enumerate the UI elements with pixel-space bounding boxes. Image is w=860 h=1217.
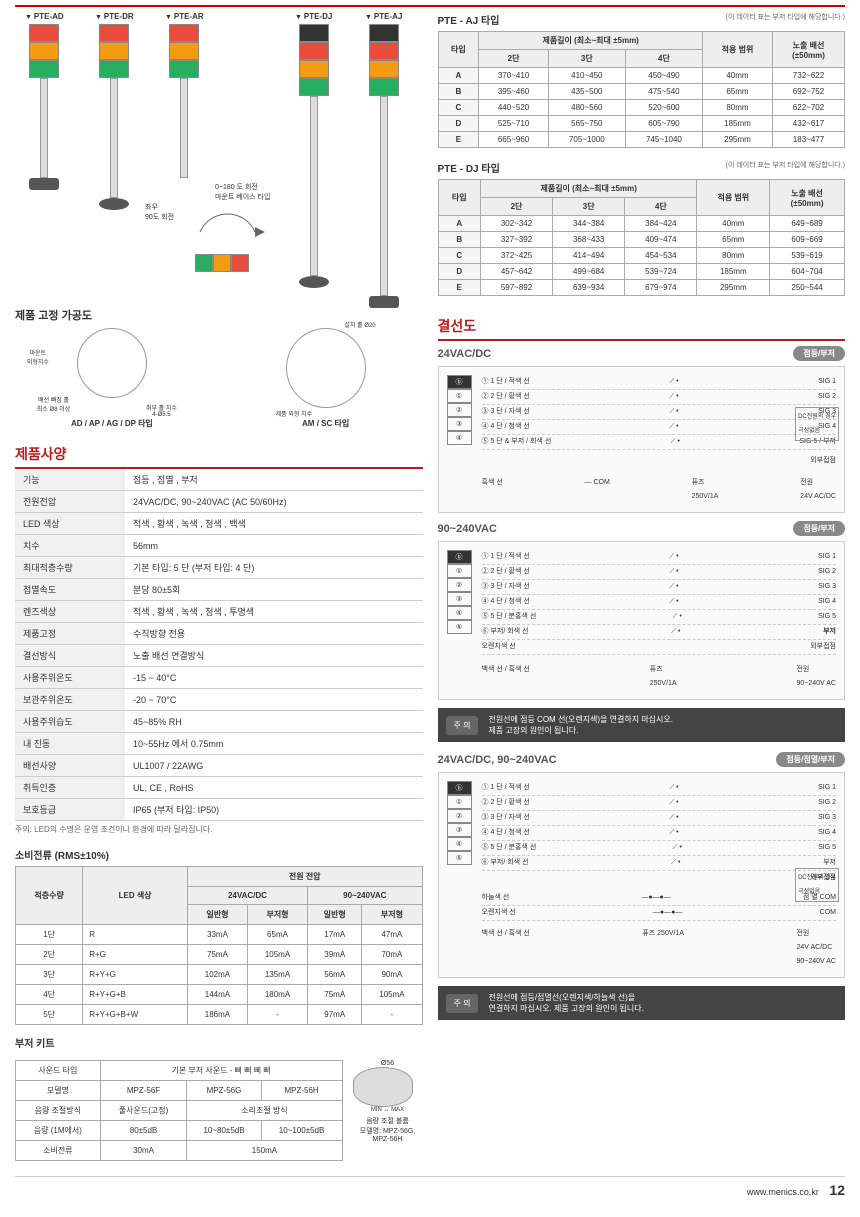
tower-label: PTE-DR bbox=[95, 12, 134, 21]
wiring-heading: 결선도 bbox=[438, 316, 846, 341]
warning-icon: 주 의 bbox=[446, 994, 479, 1013]
dim-title: PTE - DJ 타입 bbox=[438, 164, 500, 175]
tower-label: PTE-AJ bbox=[365, 12, 402, 21]
buzzer-image: Ø56 MIN ↔ MAX 음량 조절 볼륨 모델명: MPZ-56G, MPZ… bbox=[353, 1060, 423, 1161]
warning-text: 전원선에 점등 COM 선(오렌지색)을 연결하지 마십시오. 제품 고장의 원… bbox=[488, 714, 673, 736]
dim-subtitle: (이 데이터 표는 부저 타입에 해당합니다.) bbox=[726, 160, 845, 170]
page-footer: www.menics.co.kr 12 bbox=[15, 1176, 845, 1198]
wiring-badge: 점등/부저 bbox=[793, 521, 845, 536]
mount-type-label: AD / AP / AG / DP 타입 bbox=[15, 418, 209, 429]
wiring-diagram-2: ⓑ ①②③④⑤ ① 1 단 / 적색 선⟋ •SIG 1 ② 2 단 / 황색 … bbox=[438, 541, 846, 700]
dim-subtitle: (이 데이터 표는 부저 타입에 해당합니다.) bbox=[726, 12, 845, 22]
spec-heading: 제품사양 bbox=[15, 444, 423, 469]
wiring-diagram-3: ⓑ ①②③④⑤ ① 1 단 / 적색 선⟋ •SIG 1 ② 2 단 / 황색 … bbox=[438, 772, 846, 978]
spec-table: 기능점등 , 점멸 , 부저전원전압24VAC/DC, 90~240VAC (A… bbox=[15, 469, 423, 821]
spec-note: 주의: LED의 수명은 운영 조건이나 환경에 따라 달라집니다. bbox=[15, 824, 423, 835]
rotation-arrow-icon bbox=[195, 212, 275, 252]
dim-title: PTE - AJ 타입 bbox=[438, 16, 500, 27]
tower-label: PTE-AR bbox=[165, 12, 204, 21]
dim-table-dj: PTE - DJ 타입 (이 데이터 표는 부저 타입에 해당합니다.) 타입 … bbox=[438, 160, 846, 296]
current-heading: 소비전류 (RMS±10%) bbox=[15, 847, 423, 862]
buzzer-table: 사운드 타입기본 부저 사운드 - 삐 삐 삐 삐 모델명MPZ-56FMPZ-… bbox=[15, 1060, 343, 1161]
dim-table-aj: PTE - AJ 타입 (이 데이터 표는 부저 타입에 해당합니다.) 타입 … bbox=[438, 12, 846, 148]
wiring-badge: 점등/부저 bbox=[793, 346, 845, 361]
wiring-subtitle: 24VAC/DC bbox=[438, 348, 492, 360]
spec-section: 제품사양 기능점등 , 점멸 , 부저전원전압24VAC/DC, 90~240V… bbox=[15, 444, 423, 835]
tower-label: PTE-AD bbox=[25, 12, 64, 21]
warning-box: 주 의 전원선에 점등 COM 선(오렌지색)을 연결하지 마십시오. 제품 고… bbox=[438, 708, 846, 742]
footer-url: www.menics.co.kr bbox=[747, 1187, 819, 1197]
warning-icon: 주 의 bbox=[446, 716, 479, 735]
warning-box: 주 의 전원선에 점등/점멸선(오렌지색/하늘색 선)을 연결하지 마십시오. … bbox=[438, 986, 846, 1020]
current-table: 적층수량 LED 색상 전원 전압 24VAC/DC 90~240VAC 일반형… bbox=[15, 866, 423, 1025]
rotation-note: 0~180 도 회전 마운트 베이스 타입 bbox=[215, 182, 270, 202]
rotation-note: 좌우 90도 회전 bbox=[145, 202, 174, 222]
wiring-diagram-1: ⓑ ①②③④ ① 1 단 / 적색 선⟋ •SIG 1 ② 2 단 / 황색 선… bbox=[438, 366, 846, 513]
wiring-subtitle: 24VAC/DC, 90~240VAC bbox=[438, 754, 557, 766]
mounting-section: 제품 고정 가공도 마운트 외형치수 배선 빠짐 홀 최소 Ø8 이상 취부 홀… bbox=[15, 307, 423, 429]
current-section: 소비전류 (RMS±10%) 적층수량 LED 색상 전원 전압 24VAC/D… bbox=[15, 847, 423, 1025]
page-number: 12 bbox=[829, 1182, 845, 1198]
buzzer-heading: 부저 키트 bbox=[15, 1035, 423, 1050]
tower-label: PTE-DJ bbox=[295, 12, 332, 21]
tower-diagrams: PTE-AD PTE-DR PTE-AR PTE-DJ PTE-AJ 좌우 90… bbox=[15, 12, 423, 292]
mount-type-label: AM / SC 타입 bbox=[229, 418, 423, 429]
buzzer-section: 부저 키트 사운드 타입기본 부저 사운드 - 삐 삐 삐 삐 모델명MPZ-5… bbox=[15, 1035, 423, 1161]
wiring-subtitle: 90~240VAC bbox=[438, 523, 497, 535]
wiring-badge: 점등/점멸/부저 bbox=[776, 752, 845, 767]
warning-text: 전원선에 점등/점멸선(오렌지색/하늘색 선)을 연결하지 마십시오. 제품 고… bbox=[488, 992, 643, 1014]
